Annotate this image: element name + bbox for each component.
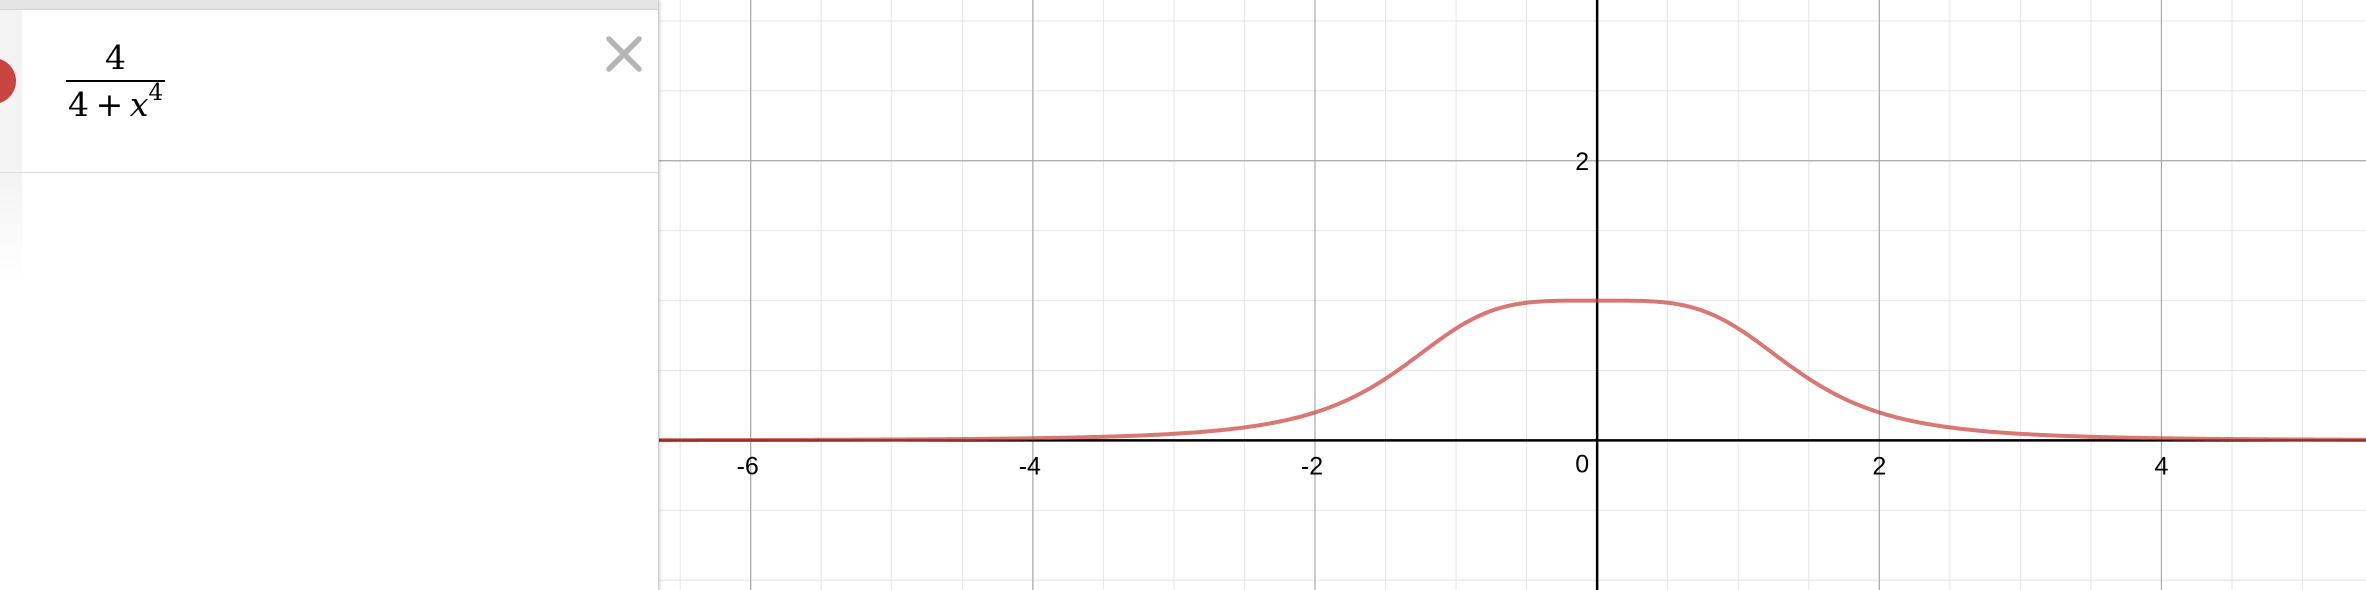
fraction-numerator: 4: [105, 38, 127, 77]
color-indicator-icon[interactable]: [0, 58, 16, 104]
expression-gutter-empty: [0, 173, 22, 283]
denominator-constant: 4: [68, 85, 89, 124]
delete-expression-button[interactable]: [604, 34, 644, 74]
fraction-denominator: 4 + x4: [66, 82, 165, 124]
grid-major: [659, 0, 2366, 590]
x-tick-label: 2: [1872, 452, 1886, 480]
expression-gutter: [0, 10, 22, 172]
fraction-bar: [66, 80, 166, 82]
graph-svg: -6 -4 -2 0 2 4 2: [659, 0, 2366, 590]
expression-item[interactable]: 4 4 + x4: [0, 10, 658, 173]
denominator-operator: +: [95, 85, 124, 124]
x-tick-label: 0: [1575, 450, 1589, 478]
graph-paper[interactable]: -6 -4 -2 0 2 4 2: [659, 0, 2366, 590]
math-expression[interactable]: 4 4 + x4: [66, 38, 166, 124]
y-tick-label: 2: [1575, 148, 1589, 176]
function-curve: [659, 298, 2366, 443]
expression-panel-header: [0, 0, 658, 10]
curve-layer: [659, 298, 2366, 443]
denominator-variable: x: [129, 85, 149, 124]
x-tick-label: -4: [1019, 452, 1041, 480]
expression-panel: 4 4 + x4: [0, 0, 659, 590]
x-tick-label: 4: [2154, 452, 2168, 480]
axes: [659, 0, 2366, 590]
denominator-exponent: 4: [148, 80, 164, 106]
x-tick-label: -6: [737, 452, 759, 480]
grid-minor: [659, 0, 2366, 590]
close-icon: [606, 36, 642, 72]
tick-labels: -6 -4 -2 0 2 4 2: [737, 148, 2169, 481]
x-tick-label: -2: [1301, 452, 1323, 480]
